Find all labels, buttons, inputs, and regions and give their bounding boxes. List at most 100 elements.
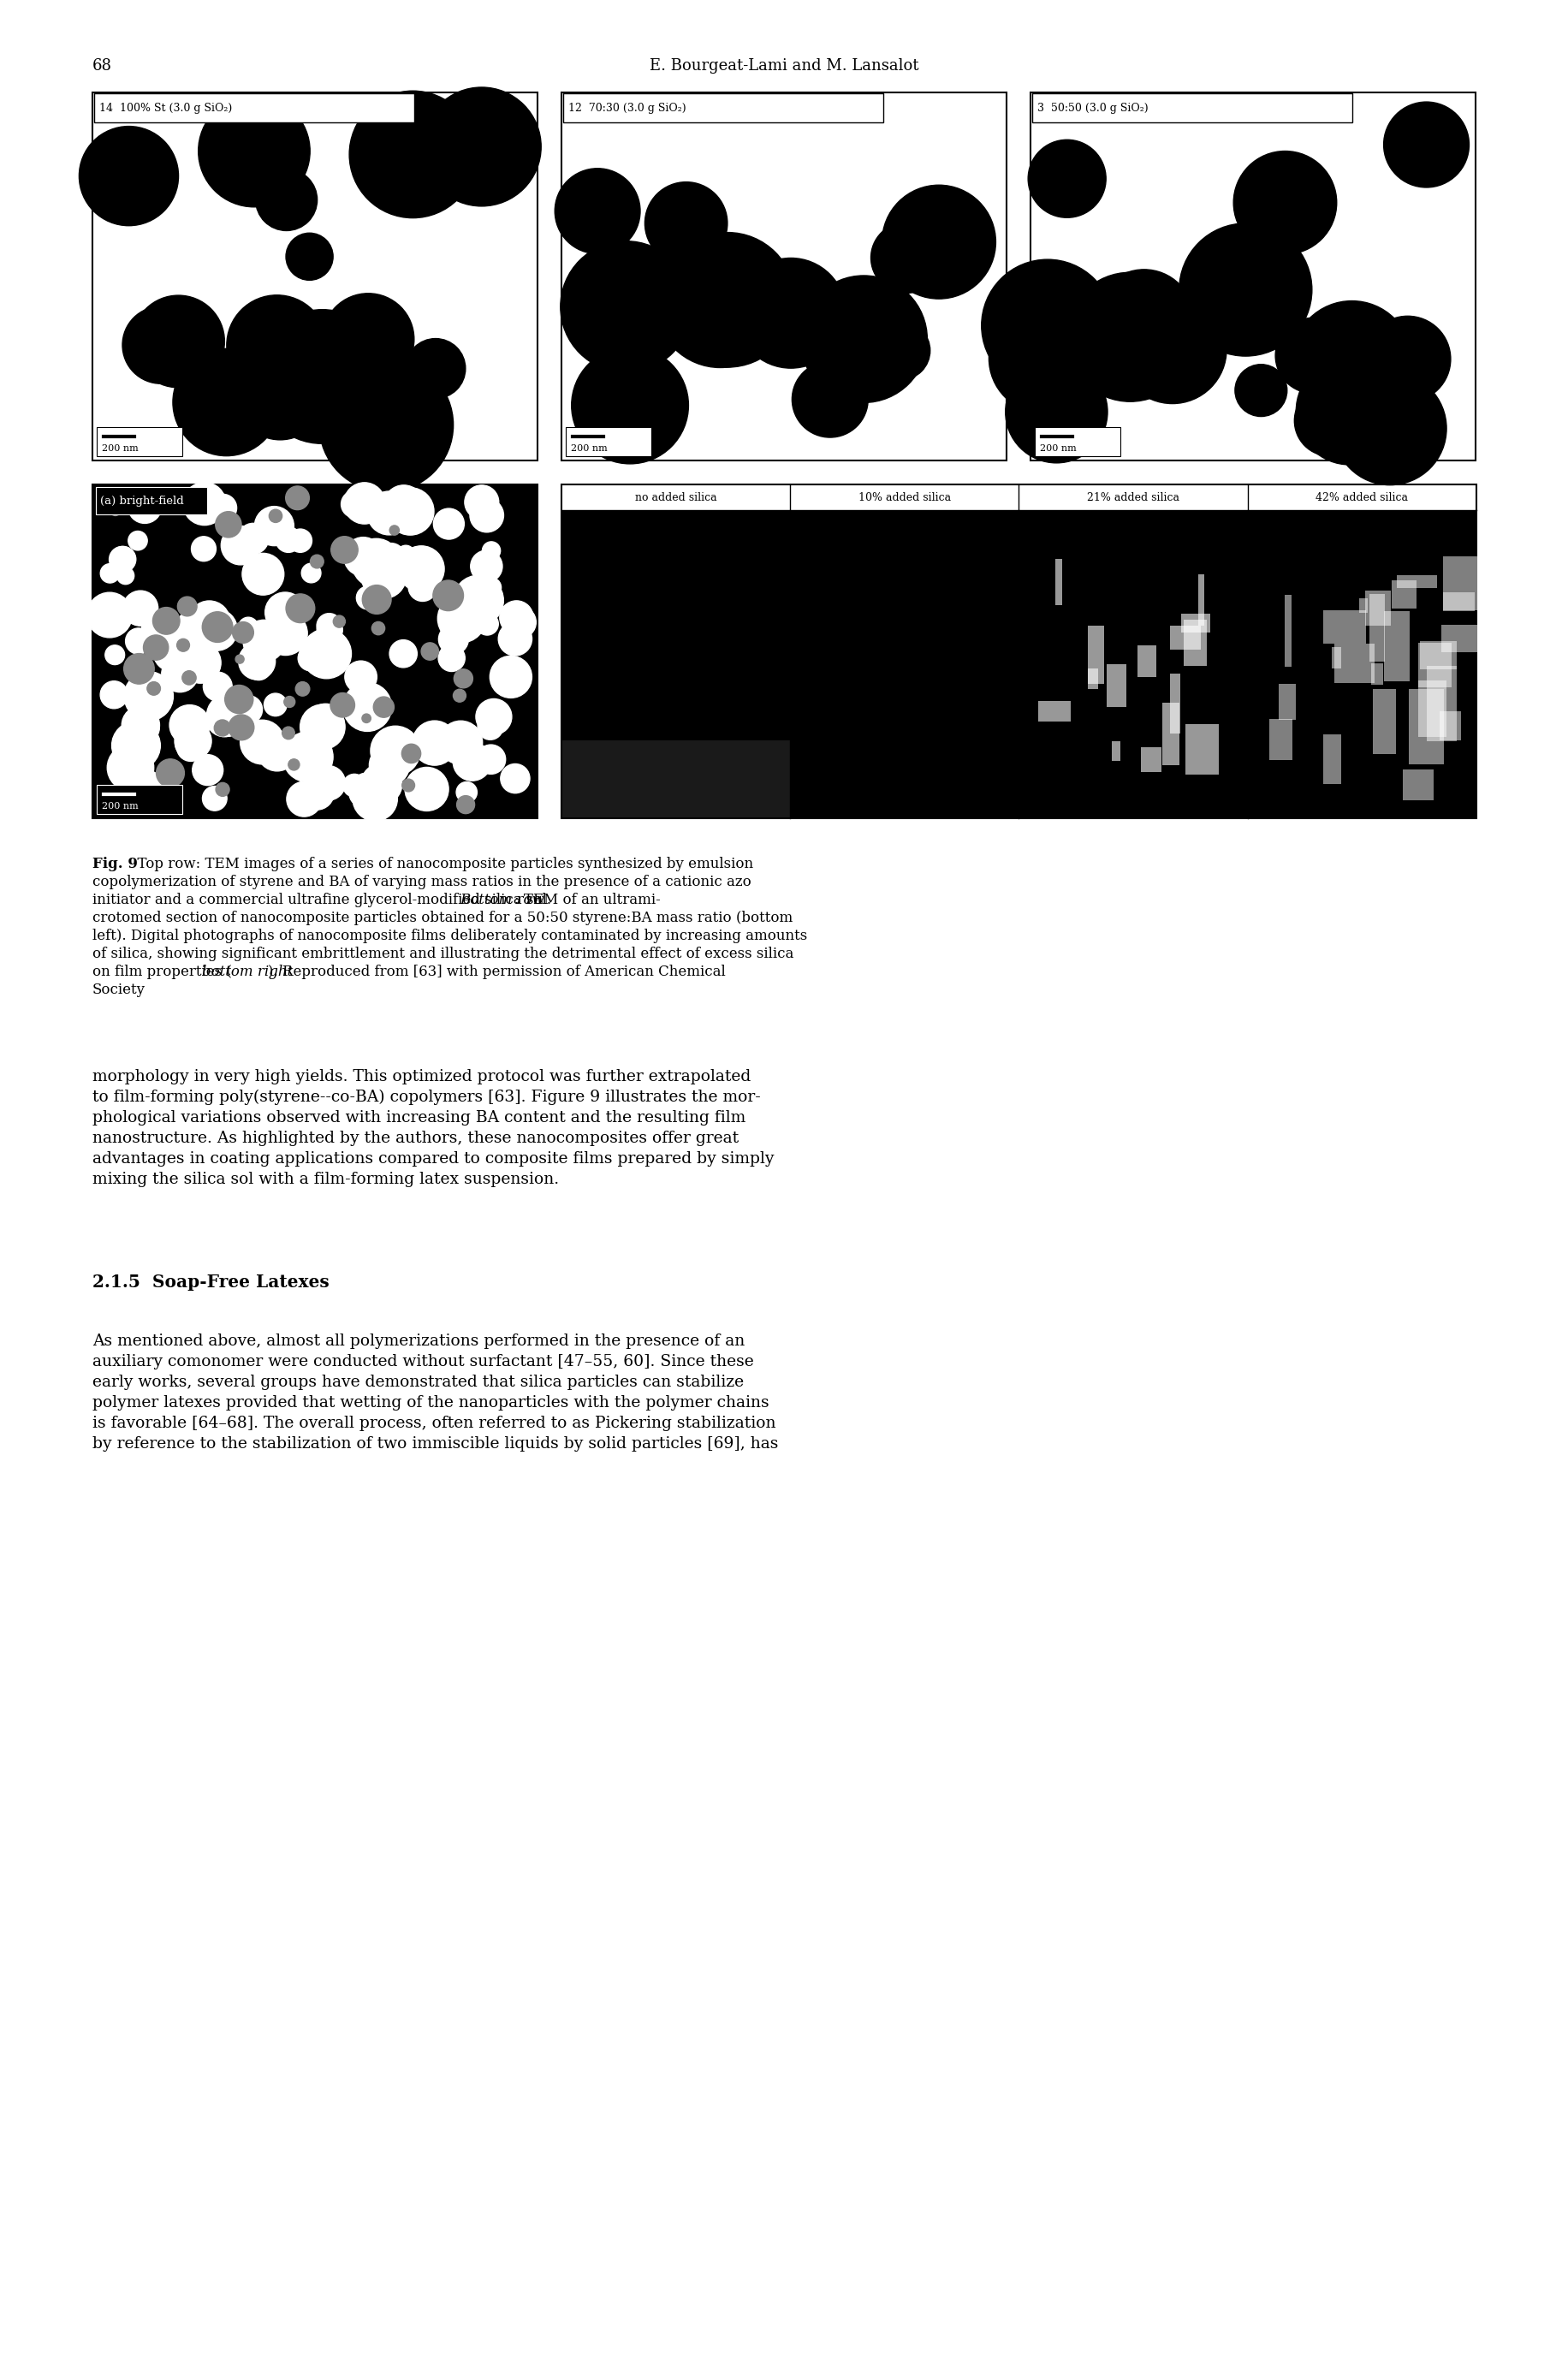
Circle shape [238,618,257,637]
Circle shape [124,653,154,684]
Circle shape [232,623,254,644]
Circle shape [577,185,626,235]
Circle shape [367,492,411,535]
Circle shape [152,608,180,634]
Text: copolymerization of styrene and BA of varying mass ratios in the presence of a c: copolymerization of styrene and BA of va… [93,874,751,889]
Circle shape [243,620,285,663]
Bar [1038,701,1069,722]
Circle shape [224,684,252,713]
Circle shape [143,634,168,661]
Circle shape [800,276,927,402]
Text: by reference to the stabilization of two immiscible liquids by solid particles [: by reference to the stabilization of two… [93,1435,778,1452]
Bar [1417,642,1450,687]
Circle shape [881,185,996,299]
Circle shape [105,646,124,665]
Circle shape [401,779,414,791]
Bar [1185,725,1218,775]
Circle shape [571,347,688,463]
Text: Society: Society [93,984,146,998]
Text: 200 nm: 200 nm [1040,444,1076,454]
Bar [1370,663,1383,684]
Circle shape [340,492,368,518]
Circle shape [331,537,358,563]
Bar [1030,93,1475,461]
Bar [1088,625,1104,684]
Circle shape [1234,364,1286,416]
Circle shape [389,639,417,668]
Bar [97,428,182,456]
Bar [97,784,182,815]
Circle shape [792,361,867,437]
Circle shape [1333,373,1446,485]
Circle shape [284,696,295,708]
Circle shape [299,775,334,810]
Circle shape [660,233,795,368]
Circle shape [162,656,198,691]
Circle shape [437,594,486,642]
Bar [1408,689,1443,765]
Circle shape [301,563,321,582]
Bar [94,93,414,124]
Text: (a) bright-field: (a) bright-field [100,494,183,506]
Circle shape [394,504,423,535]
Circle shape [343,537,383,575]
Circle shape [555,169,640,254]
Bar [1443,592,1474,611]
Circle shape [1179,223,1311,356]
Circle shape [453,670,472,689]
Circle shape [182,670,196,684]
Circle shape [221,525,260,565]
Circle shape [198,95,310,207]
Circle shape [111,722,160,770]
Bar [1032,93,1352,124]
Circle shape [420,642,439,661]
Circle shape [191,537,216,561]
Circle shape [307,703,343,741]
Circle shape [285,233,332,280]
Circle shape [314,356,372,413]
Circle shape [1312,356,1417,461]
Bar [1419,642,1457,670]
Circle shape [481,542,500,561]
Text: left). Digital photographs of nanocomposite films deliberately contaminated by i: left). Digital photographs of nanocompos… [93,929,808,943]
Circle shape [180,642,221,684]
Circle shape [174,722,212,760]
Text: Fig. 9: Fig. 9 [93,858,138,872]
Circle shape [456,796,475,813]
Circle shape [226,295,326,394]
Circle shape [389,525,398,535]
Bar [1181,613,1210,632]
Circle shape [205,701,243,737]
Circle shape [125,627,152,653]
Circle shape [398,546,444,592]
Circle shape [107,744,154,791]
Circle shape [257,732,296,772]
Text: 200 nm: 200 nm [571,444,607,454]
Circle shape [285,487,309,511]
Circle shape [202,611,232,642]
Circle shape [405,767,448,810]
Bar [93,93,538,461]
Bar [1278,684,1295,720]
Circle shape [207,694,248,737]
Circle shape [318,359,453,492]
Bar [1391,580,1416,608]
Bar [1322,611,1366,644]
Bar [1019,511,1247,817]
Circle shape [110,546,135,573]
Circle shape [321,356,370,406]
Circle shape [1232,152,1336,254]
Circle shape [254,506,293,546]
Circle shape [1295,356,1403,466]
Circle shape [1005,361,1107,463]
Bar [561,511,790,817]
Circle shape [353,777,397,822]
Bar [1087,668,1098,689]
Circle shape [406,337,466,399]
Circle shape [351,539,400,587]
Circle shape [202,786,227,810]
Circle shape [343,682,392,732]
Text: 10% added silica: 10% added silica [858,492,950,504]
Circle shape [154,632,194,672]
Circle shape [177,639,190,651]
